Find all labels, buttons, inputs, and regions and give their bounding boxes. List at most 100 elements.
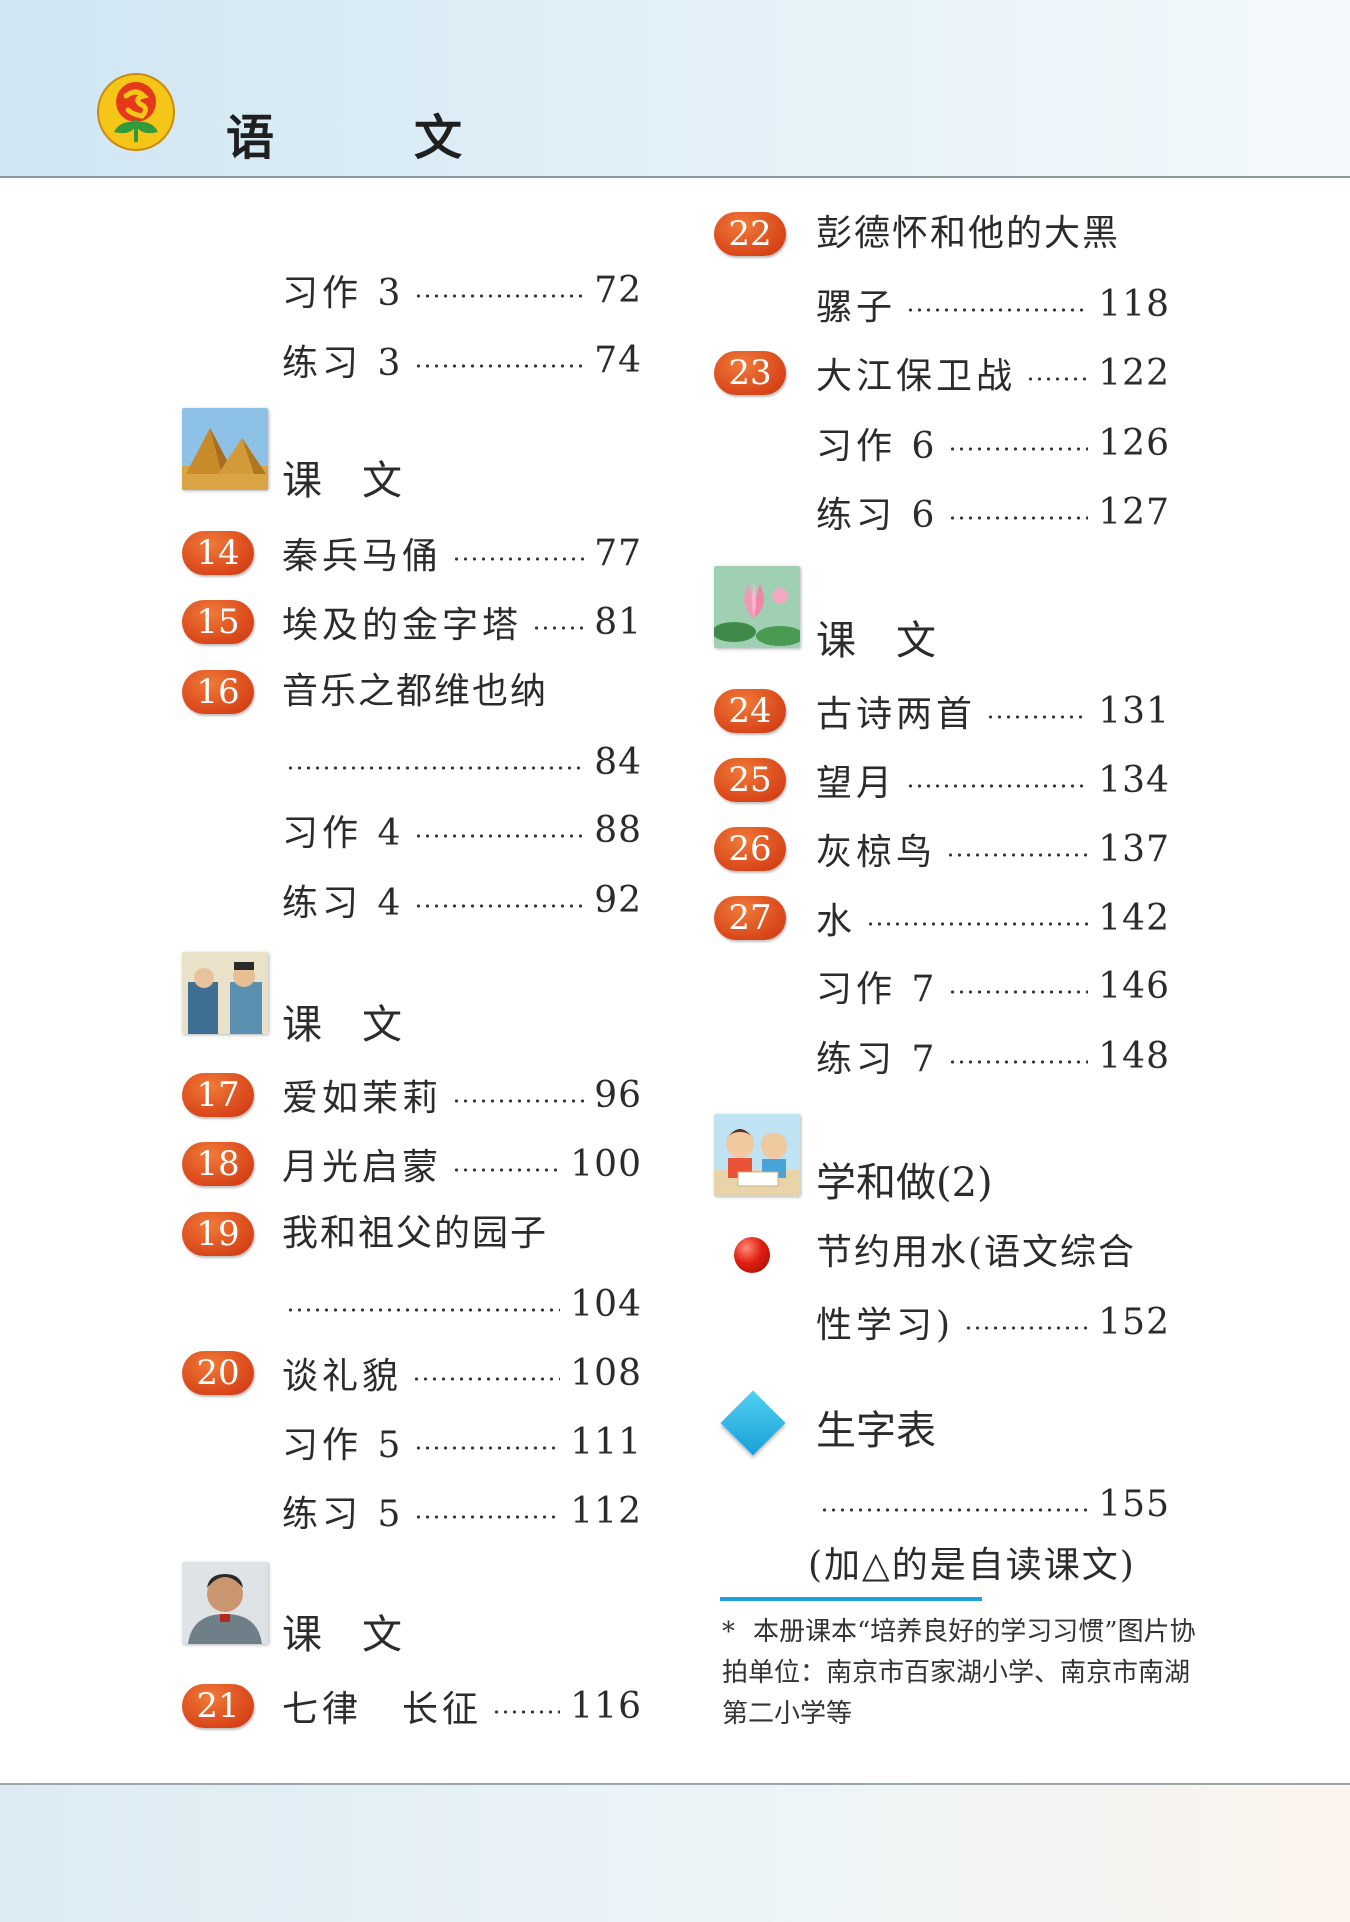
- leader-dots: [414, 902, 585, 910]
- leader-dots: [948, 445, 1089, 453]
- toc-page: 88: [594, 809, 642, 851]
- toc-row[interactable]: 灰椋鸟 137: [816, 819, 1170, 879]
- toc-label: 练习 6: [816, 495, 939, 536]
- leader-dots: [964, 1324, 1089, 1332]
- footnote: * 本册课本“培养良好的学习习惯”图片协拍单位：南京市百家湖小学、南京市南湖第二小…: [722, 1612, 1202, 1735]
- leader-dots: [414, 832, 585, 840]
- toc-page: 152: [1098, 1301, 1170, 1343]
- toc-label: 谈礼貌: [282, 1356, 403, 1397]
- toc-row[interactable]: 习作 5 111: [282, 1412, 642, 1472]
- lesson-number-badge: 18: [182, 1142, 254, 1186]
- leader-dots: [452, 1166, 561, 1174]
- toc-label[interactable]: 彭德怀和他的大黑: [816, 213, 1121, 254]
- toc-row[interactable]: 练习 7 148: [816, 1026, 1170, 1086]
- toc-label: 大江保卫战: [816, 356, 1017, 397]
- toc-row[interactable]: 习作 4 88: [282, 800, 642, 860]
- toc-row[interactable]: 练习 5 112: [282, 1481, 642, 1541]
- toc-row[interactable]: 大江保卫战 122: [816, 343, 1170, 403]
- footnote-star: *: [722, 1617, 735, 1647]
- toc-row[interactable]: 练习 4 92: [282, 870, 642, 930]
- section-title: 课文: [282, 1002, 442, 1048]
- toc-label: 七律 长征: [282, 1689, 483, 1730]
- lesson-number-badge: 17: [182, 1073, 254, 1117]
- toc-row[interactable]: 望月 134: [816, 750, 1170, 810]
- toc-label: 习作 4: [282, 813, 405, 854]
- toc-row[interactable]: 104: [282, 1274, 642, 1334]
- children-reading-thumbnail: [714, 1114, 800, 1196]
- leader-dots: [452, 1097, 585, 1105]
- red-dot-icon: [734, 1237, 770, 1273]
- leader-dots: [946, 851, 1089, 859]
- toc-row[interactable]: 84: [282, 732, 642, 792]
- toc-page: 81: [594, 601, 642, 643]
- pyramids-thumbnail: [182, 408, 268, 490]
- toc-row[interactable]: 性学习) 152: [816, 1292, 1170, 1352]
- toc-label: 灰椋鸟: [816, 832, 937, 873]
- toc-page: 84: [594, 741, 642, 783]
- toc-label: 月光启蒙: [282, 1147, 443, 1188]
- lesson-number-badge: 20: [182, 1351, 254, 1395]
- toc-row[interactable]: 练习 3 74: [282, 330, 642, 390]
- toc-row[interactable]: 练习 6 127: [816, 482, 1170, 542]
- marshal-portrait-thumbnail: [182, 1562, 268, 1644]
- toc-label: 练习 3: [282, 343, 405, 384]
- toc-row[interactable]: 155: [816, 1474, 1170, 1534]
- lesson-number-badge: 22: [714, 212, 786, 256]
- lotus-thumbnail: [714, 566, 800, 648]
- toc-page: 118: [1098, 283, 1170, 325]
- lesson-number-badge: 24: [714, 689, 786, 733]
- leader-dots: [948, 988, 1089, 996]
- leader-dots: [492, 1708, 561, 1716]
- leader-dots: [286, 764, 585, 772]
- toc-page: 155: [1098, 1483, 1170, 1525]
- lesson-number-badge: 25: [714, 758, 786, 802]
- toc-row[interactable]: 习作 3 72: [282, 260, 642, 320]
- toc-row[interactable]: 埃及的金字塔 81: [282, 592, 642, 652]
- leader-dots: [532, 624, 585, 632]
- toc-page: 72: [594, 269, 642, 311]
- toc-page: 126: [1098, 422, 1170, 464]
- toc-row[interactable]: 爱如茉莉 96: [282, 1065, 642, 1125]
- toc-page: 122: [1098, 352, 1170, 394]
- leader-dots: [948, 514, 1089, 522]
- toc-row[interactable]: 月光启蒙 100: [282, 1134, 642, 1194]
- section-title: 生字表: [816, 1408, 936, 1454]
- toc-label: 爱如茉莉: [282, 1078, 443, 1119]
- leader-dots: [452, 555, 585, 563]
- leader-dots: [906, 306, 1089, 314]
- toc-page: 104: [570, 1283, 642, 1325]
- page-header: 语 文: [0, 0, 1350, 178]
- toc-row[interactable]: 水 142: [816, 888, 1170, 948]
- toc-row[interactable]: 古诗两首 131: [816, 681, 1170, 741]
- toc-page: 146: [1098, 965, 1170, 1007]
- toc-row[interactable]: 习作 6 126: [816, 413, 1170, 473]
- lesson-number-badge: 15: [182, 600, 254, 644]
- lesson-number-badge: 14: [182, 531, 254, 575]
- leader-dots: [286, 1306, 561, 1314]
- toc-label[interactable]: 节约用水(语文综合: [816, 1232, 1137, 1273]
- toc-row[interactable]: 谈礼貌 108: [282, 1343, 642, 1403]
- toc-label[interactable]: 音乐之都维也纳: [282, 671, 549, 712]
- section-title: 课文: [282, 1612, 442, 1658]
- footnote-text: 本册课本“培养良好的学习习惯”图片协拍单位：南京市百家湖小学、南京市南湖第二小学…: [722, 1617, 1196, 1729]
- toc-row[interactable]: 秦兵马俑 77: [282, 523, 642, 583]
- toc-label: 练习 4: [282, 883, 405, 924]
- toc-row[interactable]: 骡子 118: [816, 274, 1170, 334]
- lesson-number-badge: 23: [714, 351, 786, 395]
- lesson-number-badge: 19: [182, 1212, 254, 1256]
- toc-row[interactable]: 七律 长征 116: [282, 1676, 642, 1736]
- toc-label[interactable]: 我和祖父的园子: [282, 1213, 549, 1254]
- toc-row[interactable]: 习作 7 146: [816, 956, 1170, 1016]
- leader-dots: [412, 1375, 561, 1383]
- leader-dots: [948, 1058, 1089, 1066]
- toc-label: 练习 7: [816, 1039, 939, 1080]
- toc-page: 112: [570, 1490, 642, 1532]
- section-title: 课文: [816, 618, 976, 664]
- note-divider: [720, 1597, 982, 1601]
- toc-label: 望月: [816, 763, 897, 804]
- leader-dots: [414, 1513, 561, 1521]
- toc-label: 古诗两首: [816, 694, 977, 735]
- toc-label: 秦兵马俑: [282, 536, 443, 577]
- toc-label: 练习 5: [282, 1494, 405, 1535]
- toc-label: 习作 7: [816, 969, 939, 1010]
